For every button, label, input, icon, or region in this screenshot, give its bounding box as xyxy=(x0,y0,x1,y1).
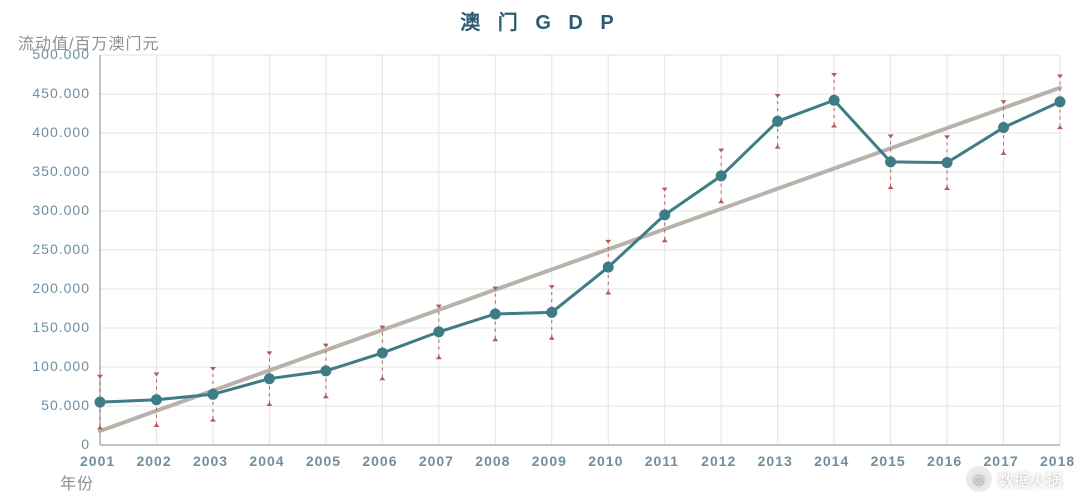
x-tick-label: 2014 xyxy=(814,453,849,469)
plot-area xyxy=(100,55,1060,445)
error-cap-bottom xyxy=(831,124,837,128)
data-point xyxy=(377,348,387,358)
error-cap-bottom xyxy=(888,185,894,189)
y-tick-label: 200.000 xyxy=(20,280,90,296)
error-cap-top xyxy=(718,149,724,153)
y-tick-label: 100.000 xyxy=(20,358,90,374)
error-cap-top xyxy=(549,285,555,289)
error-cap-top xyxy=(323,344,329,348)
x-tick-label: 2013 xyxy=(758,453,793,469)
error-cap-bottom xyxy=(97,426,103,430)
data-point xyxy=(603,262,613,272)
trend-line xyxy=(100,88,1060,431)
data-point xyxy=(999,123,1009,133)
data-point xyxy=(264,374,274,384)
data-point xyxy=(942,158,952,168)
watermark-logo-icon: ◎ xyxy=(966,466,992,492)
chart-title: 澳 门 G D P xyxy=(0,6,1080,35)
error-cap-top xyxy=(605,240,611,244)
x-tick-label: 2007 xyxy=(419,453,454,469)
x-axis-title: 年份 xyxy=(60,470,94,494)
error-cap-top xyxy=(266,351,272,355)
gdp-line xyxy=(100,100,1060,402)
data-point xyxy=(490,309,500,319)
y-tick-label: 250.000 xyxy=(20,241,90,257)
error-cap-top xyxy=(153,372,159,376)
x-tick-label: 2018 xyxy=(1040,453,1075,469)
error-cap-bottom xyxy=(323,394,329,398)
y-tick-label: 350.000 xyxy=(20,163,90,179)
error-cap-bottom xyxy=(549,336,555,340)
error-cap-bottom xyxy=(379,376,385,380)
error-cap-top xyxy=(775,94,781,98)
error-cap-top xyxy=(97,375,103,379)
error-cap-bottom xyxy=(1057,125,1063,129)
error-cap-top xyxy=(831,73,837,77)
error-cap-bottom xyxy=(944,186,950,190)
x-tick-label: 2015 xyxy=(871,453,906,469)
y-tick-label: 0 xyxy=(20,436,90,452)
y-tick-label: 400.000 xyxy=(20,124,90,140)
y-tick-label: 500.000 xyxy=(20,46,90,62)
error-cap-bottom xyxy=(775,145,781,149)
error-cap-top xyxy=(1001,100,1007,104)
error-cap-top xyxy=(210,367,216,371)
data-point xyxy=(321,366,331,376)
error-cap-bottom xyxy=(153,423,159,427)
error-cap-bottom xyxy=(266,402,272,406)
x-tick-label: 2010 xyxy=(588,453,623,469)
data-point xyxy=(95,397,105,407)
x-tick-label: 2008 xyxy=(475,453,510,469)
error-cap-top xyxy=(944,135,950,139)
data-point xyxy=(829,95,839,105)
x-tick-label: 2011 xyxy=(645,453,679,469)
y-tick-label: 50.000 xyxy=(20,397,90,413)
x-tick-label: 2002 xyxy=(136,453,171,469)
x-tick-label: 2012 xyxy=(701,453,736,469)
x-tick-label: 2009 xyxy=(532,453,567,469)
x-tick-label: 2004 xyxy=(249,453,284,469)
error-cap-top xyxy=(1057,75,1063,79)
watermark: ◎ 数据火锅 xyxy=(966,466,1062,492)
y-tick-label: 150.000 xyxy=(20,319,90,335)
data-point xyxy=(151,395,161,405)
x-tick-label: 2017 xyxy=(984,453,1019,469)
chart-container: 澳 门 G D P 流动值/百万澳门元 年份 ◎ 数据火锅 050.000100… xyxy=(0,0,1080,502)
error-cap-bottom xyxy=(210,418,216,422)
error-cap-top xyxy=(662,188,668,192)
error-cap-bottom xyxy=(1001,151,1007,155)
data-point xyxy=(434,327,444,337)
data-point xyxy=(208,389,218,399)
data-point xyxy=(773,116,783,126)
chart-svg xyxy=(100,55,1060,445)
error-cap-bottom xyxy=(492,337,498,341)
x-tick-label: 2005 xyxy=(306,453,341,469)
data-point xyxy=(547,307,557,317)
error-cap-bottom xyxy=(605,291,611,295)
y-tick-label: 450.000 xyxy=(20,85,90,101)
x-tick-label: 2003 xyxy=(193,453,228,469)
data-point xyxy=(716,171,726,181)
x-tick-label: 2006 xyxy=(362,453,397,469)
data-point xyxy=(886,157,896,167)
watermark-text: 数据火锅 xyxy=(998,467,1062,491)
error-cap-bottom xyxy=(436,355,442,359)
error-cap-top xyxy=(888,135,894,139)
error-cap-bottom xyxy=(718,199,724,203)
x-tick-label: 2016 xyxy=(927,453,962,469)
y-tick-label: 300.000 xyxy=(20,202,90,218)
data-point xyxy=(660,210,670,220)
error-cap-bottom xyxy=(662,238,668,242)
data-point xyxy=(1055,97,1065,107)
x-tick-label: 2001 xyxy=(80,453,115,469)
